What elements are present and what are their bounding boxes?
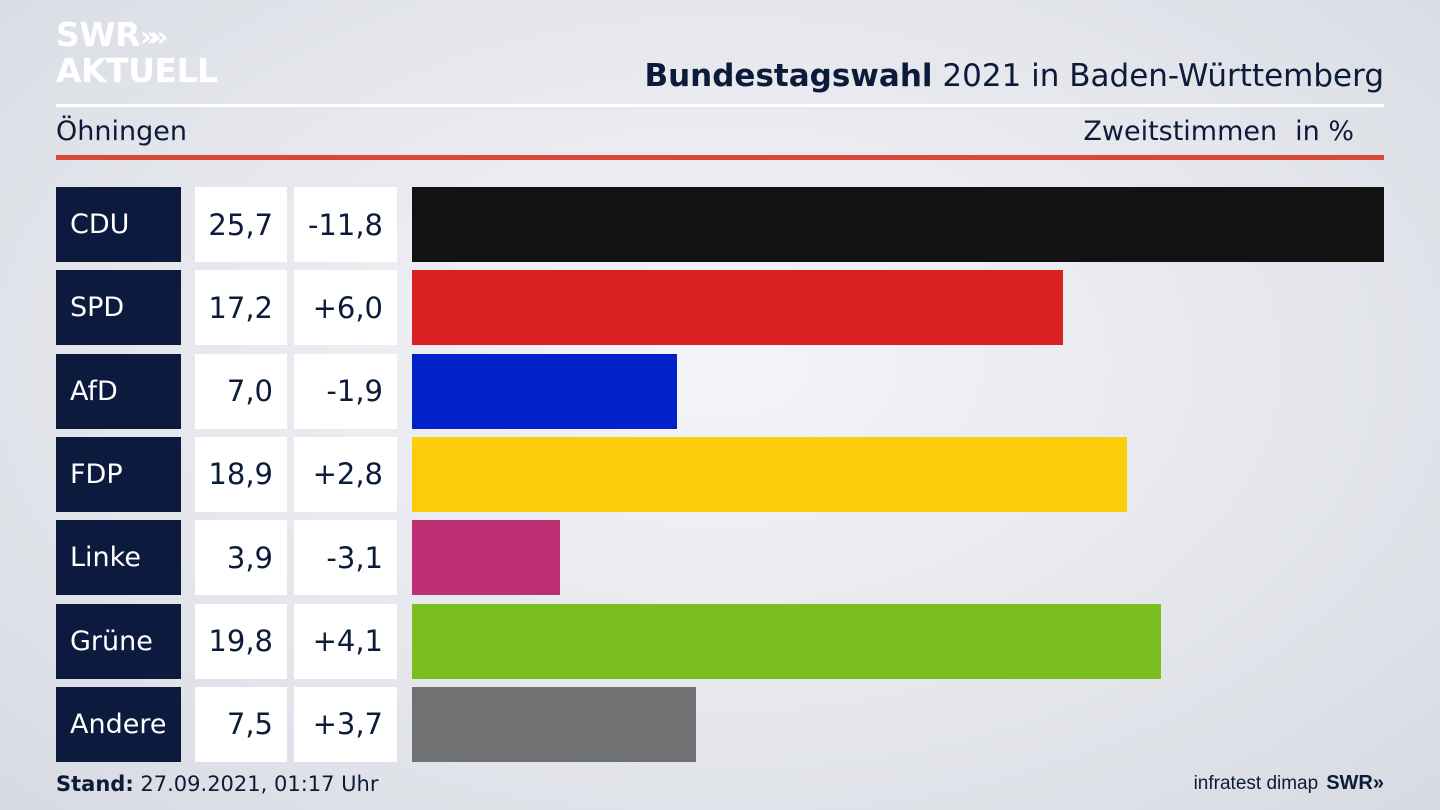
bar	[412, 353, 677, 429]
header-divider	[56, 104, 1384, 107]
stand-label: Stand:	[56, 772, 134, 796]
swr-aktuell-logo: SWR»» AKTUELL	[56, 18, 218, 88]
title-rest: 2021 in Baden-Württemberg	[932, 58, 1384, 94]
bar	[412, 187, 1384, 262]
bar	[412, 270, 1063, 346]
logo-chevron-icon: »	[140, 20, 158, 53]
logo-chevron-icon-2: »	[150, 20, 168, 53]
value-label: 17,2	[195, 270, 287, 346]
chart-row: FDP 18,9 +2,8	[0, 436, 1440, 512]
source-text: infratest dimap	[1193, 773, 1319, 794]
swr-brand-logo: SWR»	[1326, 772, 1384, 794]
value-label: 18,9	[195, 436, 287, 512]
difference-label: -1,9	[294, 353, 397, 429]
measure-text: Zweitstimmen	[1083, 116, 1278, 147]
party-label: AfD	[56, 353, 181, 429]
chart-row: AfD 7,0 -1,9	[0, 353, 1440, 429]
source-credit: infratest dimap SWR»	[1194, 772, 1384, 795]
chart-title: Bundestagswahl 2021 in Baden-Württemberg	[644, 58, 1384, 94]
timestamp: Stand: 27.09.2021, 01:17 Uhr	[56, 772, 379, 796]
bar	[412, 520, 560, 596]
difference-label: +6,0	[294, 270, 397, 346]
chart-row: Grüne 19,8 +4,1	[0, 603, 1440, 679]
measure-label: Zweitstimmen in %	[1083, 116, 1354, 147]
chart-row: Andere 7,5 +3,7	[0, 686, 1440, 762]
difference-label: +4,1	[294, 603, 397, 679]
stand-value: 27.09.2021, 01:17 Uhr	[133, 772, 379, 796]
difference-label: -3,1	[294, 520, 397, 596]
party-label: FDP	[56, 436, 181, 512]
value-label: 7,5	[195, 686, 287, 762]
difference-label: +3,7	[294, 686, 397, 762]
unit-text: in %	[1295, 116, 1354, 147]
difference-label: -11,8	[294, 187, 397, 262]
value-label: 19,8	[195, 603, 287, 679]
chart-row: SPD 17,2 +6,0	[0, 270, 1440, 346]
logo-aktuell: AKTUELL	[56, 51, 218, 90]
bar	[412, 603, 1161, 679]
difference-label: +2,8	[294, 436, 397, 512]
logo-swr: SWR	[56, 15, 141, 54]
party-label: Linke	[56, 520, 181, 596]
party-label: Grüne	[56, 603, 181, 679]
party-label: Andere	[56, 686, 181, 762]
title-bold: Bundestagswahl	[644, 58, 933, 94]
bar	[412, 686, 696, 762]
party-label: SPD	[56, 270, 181, 346]
chart-row: CDU 25,7 -11,8	[0, 187, 1440, 262]
chart-row: Linke 3,9 -3,1	[0, 520, 1440, 596]
header-accent-line	[56, 155, 1384, 160]
location-label: Öhningen	[56, 116, 187, 147]
value-label: 3,9	[195, 520, 287, 596]
bar	[412, 436, 1127, 512]
value-label: 25,7	[195, 187, 287, 262]
value-label: 7,0	[195, 353, 287, 429]
party-label: CDU	[56, 187, 181, 262]
